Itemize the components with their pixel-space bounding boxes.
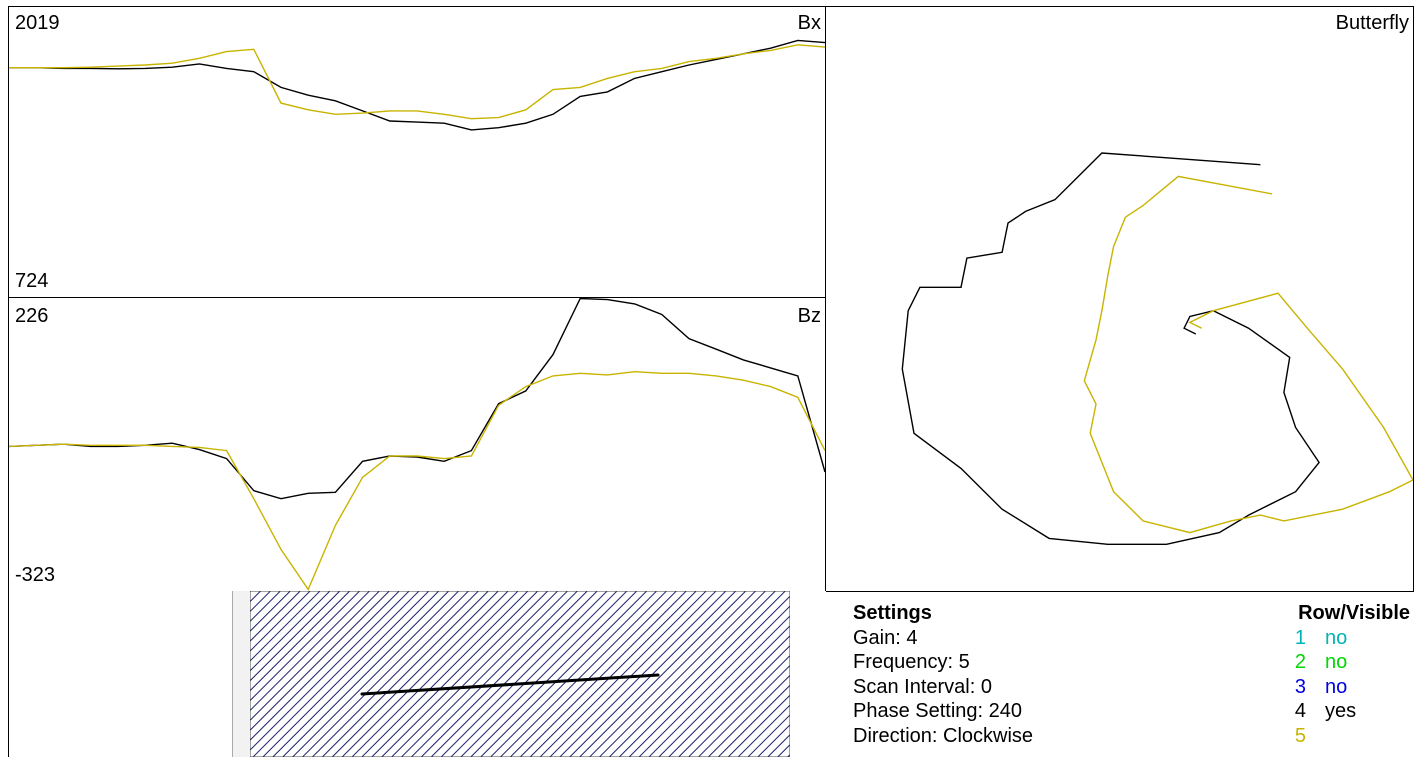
row-visible-item: 3 no — [1240, 675, 1410, 700]
setting-direction: Direction: Clockwise — [853, 724, 1034, 747]
row-number: 4 — [1294, 700, 1306, 722]
row-visible-value: no — [1325, 651, 1348, 673]
bx-panel: 2019 Bx 724 — [8, 6, 826, 298]
row-number: 5 — [1294, 724, 1306, 747]
row-number: 3 — [1294, 675, 1306, 698]
bz-min-label: -323 — [15, 564, 56, 586]
bz-panel: 226 Bz -323 — [8, 297, 826, 592]
bx-title: Bx — [797, 12, 821, 34]
butterfly-plot — [901, 152, 1413, 545]
row-visible-value: yes — [1325, 700, 1357, 722]
row-number: 1 — [1294, 626, 1306, 649]
row-visible-value: no — [1325, 626, 1348, 649]
row-number: 2 — [1294, 651, 1306, 673]
settings-block: Settings Gain: 4 Frequency: 5 Scan Inter… — [853, 601, 1033, 748]
bz-series-line-1 — [9, 298, 825, 500]
bz-series-line-2 — [9, 370, 825, 591]
row-visible-item: 5 — [1240, 724, 1410, 749]
settings-title: Settings — [853, 602, 932, 624]
hatch-area — [250, 591, 790, 757]
butterfly-title: Butterfly — [1335, 12, 1409, 34]
row-visible-block: Row/Visible 1 no 2 no 3 no 4 yes 5 — [1240, 601, 1410, 748]
bx-max-label: 2019 — [15, 12, 60, 34]
butterfly-trace-1 — [901, 152, 1320, 545]
row-visible-value: no — [1325, 675, 1348, 698]
butterfly-trace-2 — [1083, 175, 1413, 534]
hatch-panel — [8, 591, 826, 757]
setting-gain: Gain: 4 — [853, 626, 918, 649]
bx-min-label: 724 — [15, 270, 49, 292]
row-visible-item: 4 yes — [1240, 699, 1410, 724]
hatch-side-strip — [232, 591, 252, 757]
row-visible-item: 2 no — [1240, 650, 1410, 675]
bx-series-line-1 — [9, 39, 825, 131]
row-visible-item: 1 no — [1240, 626, 1410, 651]
bz-plot — [9, 298, 825, 591]
hatch-indicator-line — [360, 673, 660, 696]
bz-max-label: 226 — [15, 305, 49, 327]
bz-title: Bz — [797, 305, 821, 327]
setting-phase: Phase Setting: 240 — [853, 700, 1023, 722]
butterfly-panel: Butterfly — [825, 6, 1414, 592]
setting-scan-interval: Scan Interval: 0 — [853, 675, 992, 698]
setting-frequency: Frequency: 5 — [853, 651, 970, 673]
bx-plot — [9, 39, 825, 131]
row-visible-title: Row/Visible — [1298, 602, 1410, 624]
bx-series-line-2 — [9, 44, 825, 120]
hatch-rect — [250, 591, 790, 757]
